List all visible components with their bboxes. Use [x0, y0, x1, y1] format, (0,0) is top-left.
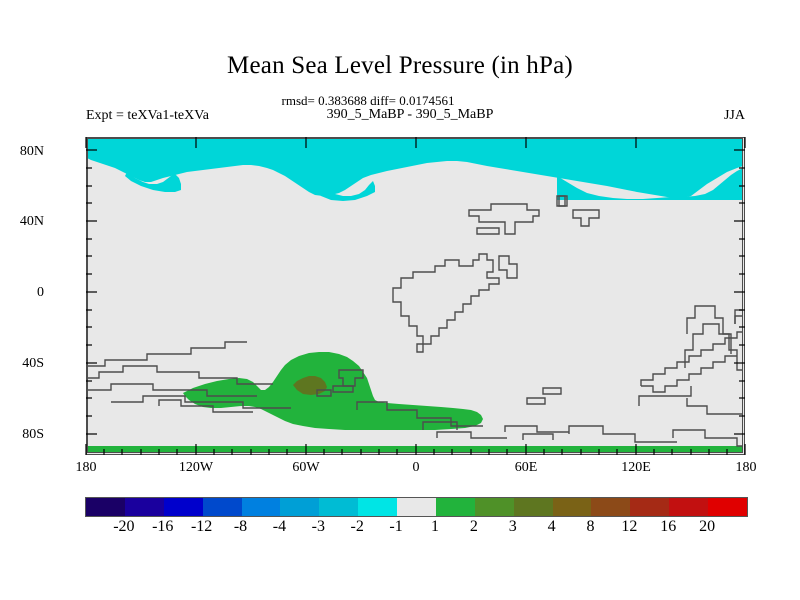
filled-region-north-cyan-right	[557, 168, 743, 200]
map-plot-area	[86, 137, 745, 455]
colorbar-tick-11: 4	[547, 518, 556, 535]
colorbar-tick-2: -12	[190, 518, 213, 535]
y-tick-label-80n: 80N	[19, 144, 44, 159]
colorbar-tick-8: 1	[430, 518, 439, 535]
colorbar-cell-13	[591, 498, 631, 516]
filled-region-north-cyan	[87, 138, 743, 198]
colorbar-tick-13: 12	[621, 518, 638, 535]
map-frame	[87, 138, 743, 453]
page-title: Mean Sea Level Pressure (in hPa)	[227, 52, 573, 79]
filled-region-antarctic-strip	[87, 446, 743, 453]
colorbar-cell-10	[474, 498, 514, 516]
colorbar-tick-0: -20	[113, 518, 135, 535]
season-label: JJA	[723, 108, 745, 123]
case-comparison-label: 390_5_MaBP - 390_5_MaBP	[326, 107, 494, 122]
colorbar-cell-14	[630, 498, 670, 516]
colorbar-tick-4: -4	[272, 518, 287, 535]
colorbar-cell-1	[124, 498, 164, 516]
colorbar-tick-9: 2	[469, 518, 478, 535]
colorbar-tick-14: 16	[660, 518, 677, 535]
colorbar-tick-12: 8	[586, 518, 595, 535]
x-tick-label-120w: 120W	[178, 460, 214, 475]
y-tick-label-40s: 40S	[22, 356, 44, 371]
colorbar-tick-5: -3	[311, 518, 325, 535]
colorbar-cell-6	[319, 498, 359, 516]
colorbar-cell-16	[708, 498, 747, 516]
colorbar-cell-12	[552, 498, 592, 516]
x-tick-label-180e: 180	[735, 460, 757, 475]
filled-region-north-cyan-dip	[315, 181, 375, 201]
colorbar-tick-1: -16	[152, 518, 174, 535]
colorbar-cell-8	[397, 498, 436, 516]
statistics-line: rmsd= 0.383688 diff= 0.0174561	[281, 93, 455, 108]
y-tick-label-40n: 40N	[19, 214, 44, 229]
colorbar-cell-3	[202, 498, 242, 516]
colorbar-cell-5	[280, 498, 320, 516]
colorbar-cell-2	[163, 498, 203, 516]
colorbar	[85, 497, 748, 517]
colorbar-tick-6: -2	[350, 518, 364, 535]
colorbar-cell-7	[358, 498, 397, 516]
x-tick-label-180w: 180	[75, 460, 97, 475]
filled-region-north-cyan-notch	[125, 172, 181, 192]
colorbar-cell-4	[241, 498, 281, 516]
x-tick-label-0: 0	[412, 460, 420, 475]
x-tick-label-60e: 60E	[514, 460, 538, 475]
colorbar-tick-labels: -20 -16 -12 -8 -4 -3 -2 -1 1 2 3 4 8 12 …	[85, 518, 746, 540]
colorbar-tick-3: -8	[233, 518, 248, 535]
x-tick-label-60w: 60W	[292, 460, 320, 475]
experiment-label: Expt = teXVa1-teXVa	[86, 108, 209, 123]
colorbar-cell-0	[86, 498, 125, 516]
colorbar-tick-15: 20	[699, 518, 716, 535]
x-tick-label-120e: 120E	[621, 460, 651, 475]
colorbar-tick-10: 3	[508, 518, 517, 535]
y-tick-label-80s: 80S	[22, 427, 44, 442]
colorbar-cell-9	[435, 498, 475, 516]
y-tick-label-0: 0	[37, 285, 44, 300]
colorbar-cell-15	[669, 498, 708, 516]
contour-map	[87, 138, 743, 453]
colorbar-cell-11	[513, 498, 553, 516]
colorbar-tick-7: -1	[389, 518, 403, 535]
contour-lines	[87, 195, 743, 447]
